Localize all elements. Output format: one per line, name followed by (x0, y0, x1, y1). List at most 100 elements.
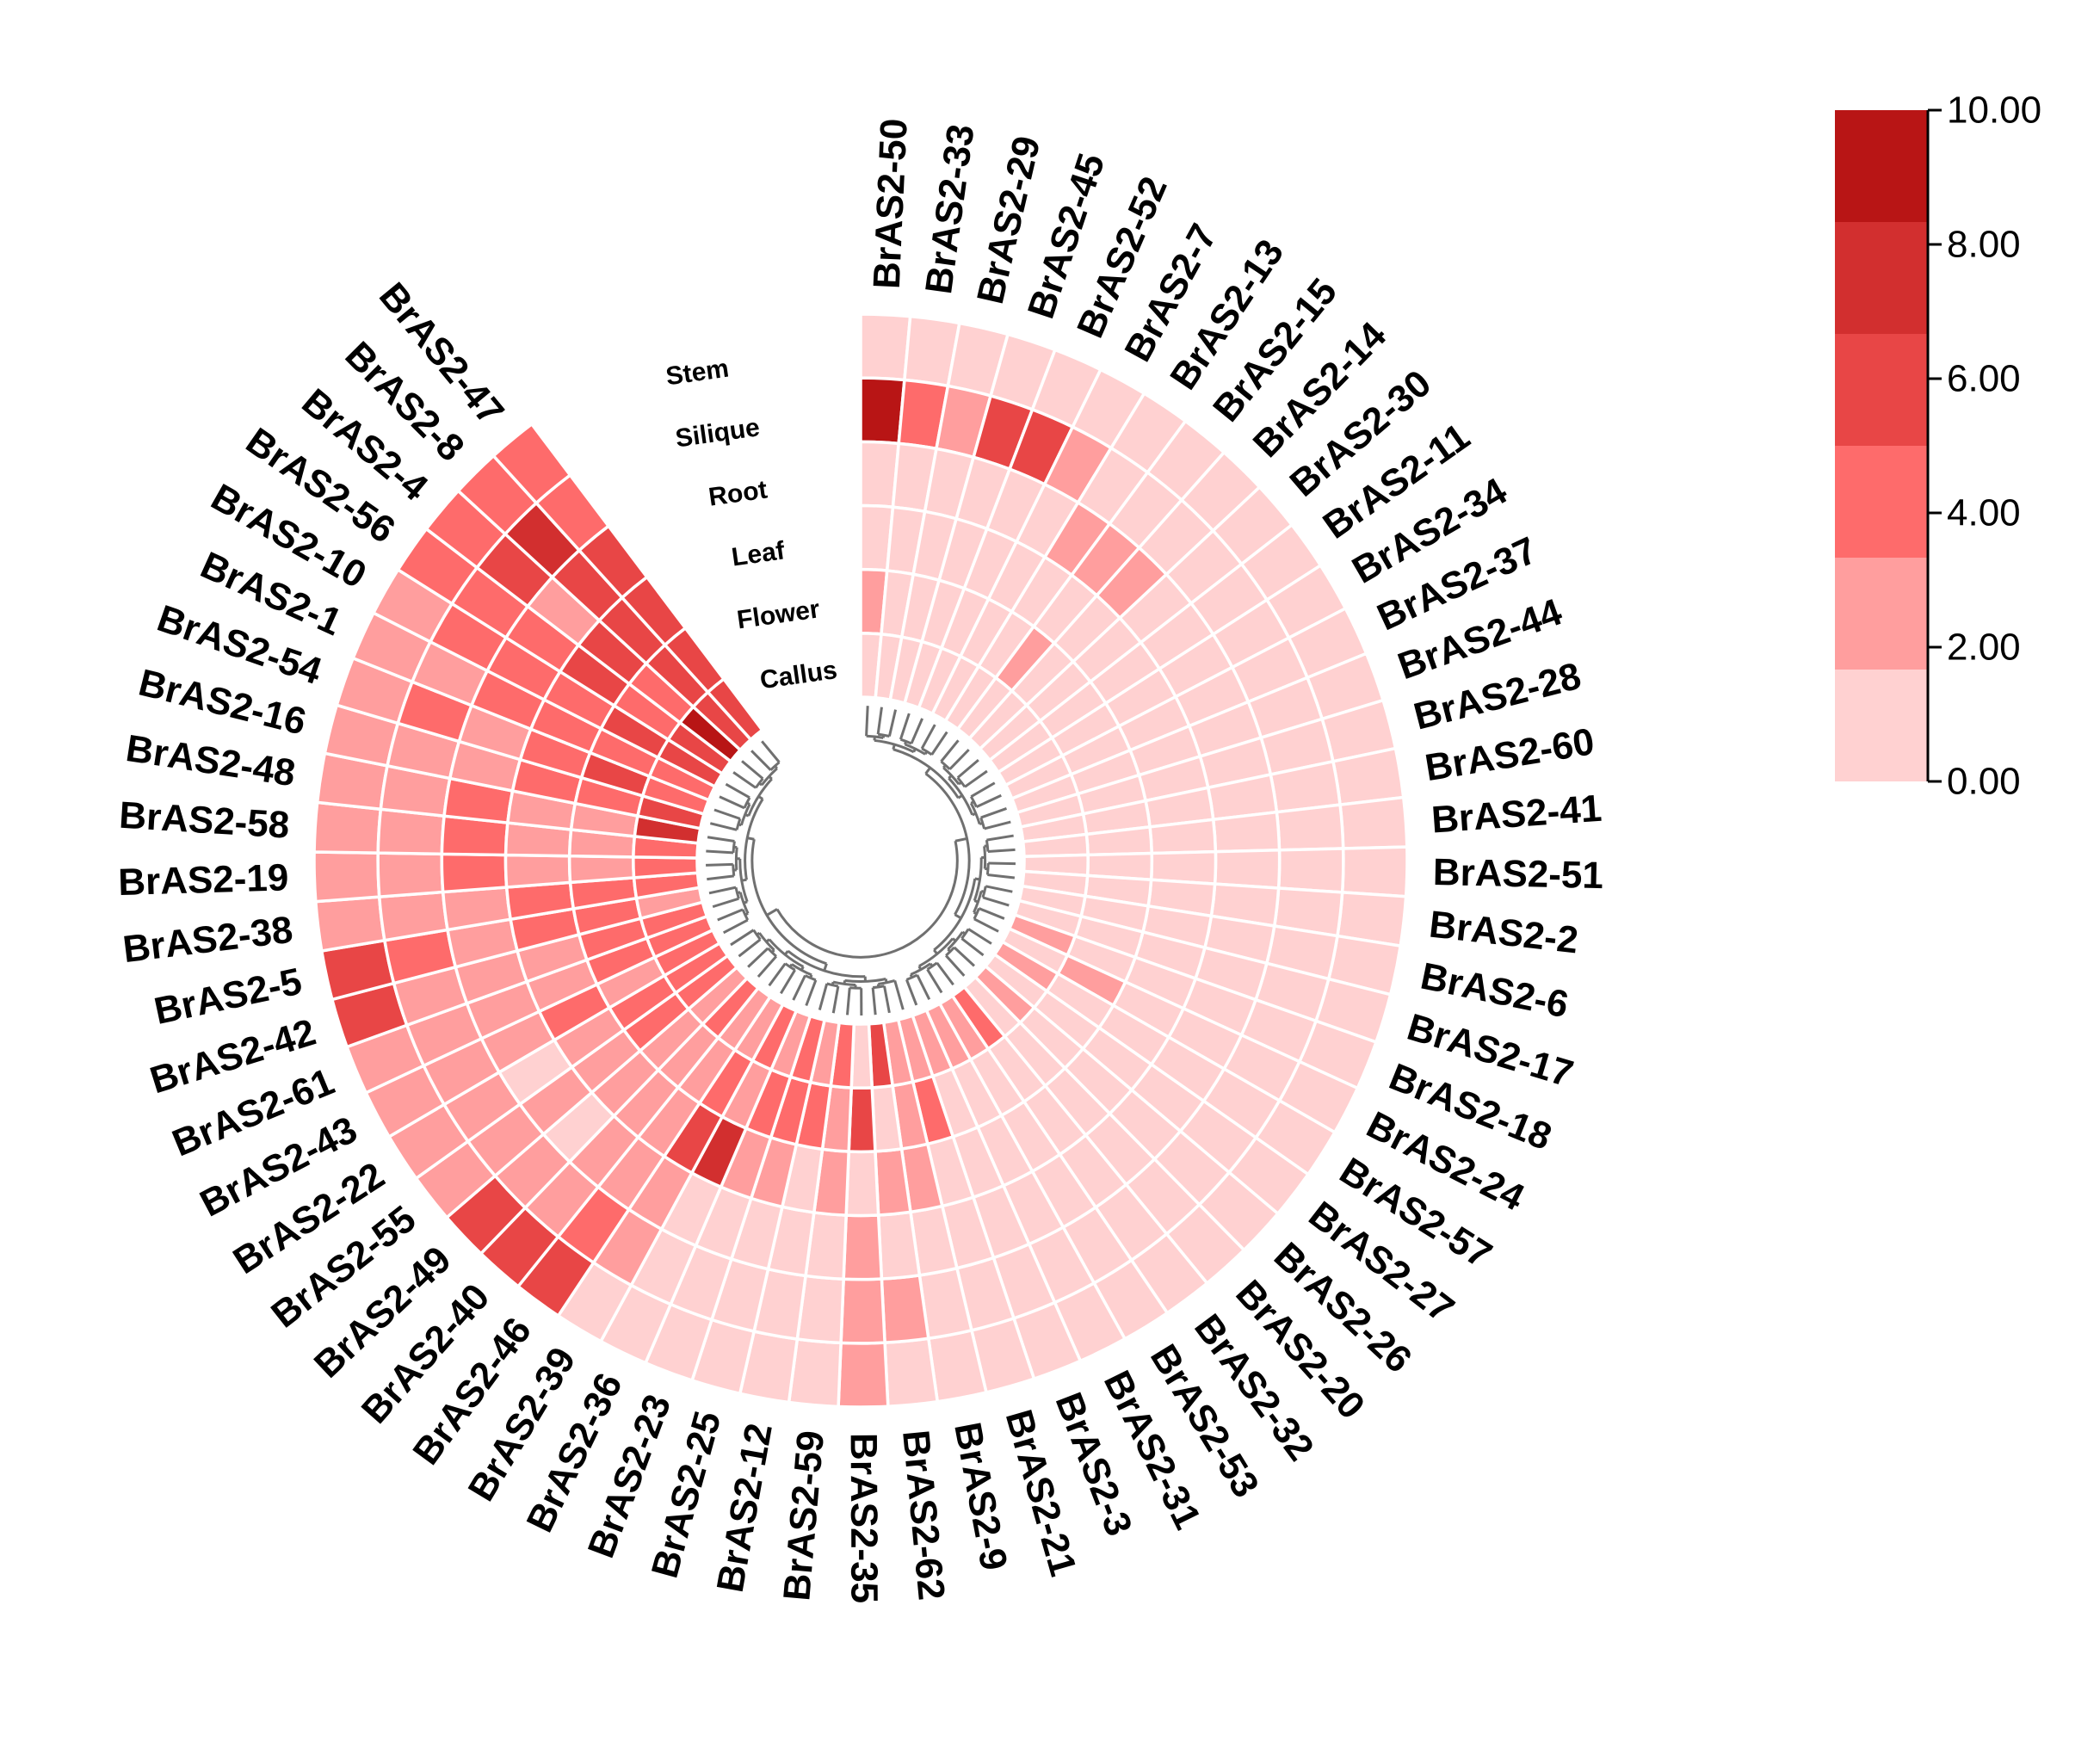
tree-branch (831, 981, 835, 985)
tree-branch (707, 874, 734, 881)
tree-branch (930, 731, 948, 756)
track-label: Silique (674, 413, 762, 453)
tree-branch (747, 947, 769, 968)
tree-branch (709, 822, 738, 831)
tree-branch (768, 962, 787, 987)
tree-branch (756, 931, 761, 936)
heatmap-cell (440, 852, 509, 894)
tree-branch (979, 817, 986, 830)
legend-tick-label: 6.00 (1947, 358, 2021, 400)
tree-branch (954, 836, 967, 843)
tree-branch (738, 823, 742, 827)
tree-branch (975, 793, 1002, 808)
legend-swatch (1835, 222, 1928, 334)
gene-label: BrAS2-19 (118, 856, 289, 904)
tree-branch (921, 747, 933, 756)
track-label: Root (707, 476, 769, 512)
tree-branch (734, 847, 738, 870)
legend-swatch (1835, 446, 1928, 558)
heatmap-cell (837, 1341, 890, 1409)
tree-branch (758, 781, 763, 787)
gene-label: BrAS2-41 (1430, 787, 1603, 842)
tree-branch (732, 771, 757, 789)
tree-branch (723, 918, 749, 935)
tree-branch (936, 961, 954, 986)
tree-branch (706, 862, 733, 867)
heatmap-cell (1275, 803, 1345, 852)
legend-swatch (1835, 110, 1928, 222)
gene-label: BrAS2-51 (1432, 851, 1603, 897)
tree-branch (719, 795, 745, 810)
tree-branch (877, 732, 890, 738)
tree-branch (792, 974, 806, 1001)
tree-branch (973, 857, 983, 902)
tree-branch (912, 748, 917, 753)
gene-label: BrAS2-50 (866, 118, 916, 290)
tree-branch (717, 908, 744, 922)
gene-label: BrAS2-62 (894, 1429, 953, 1602)
tree-branch (737, 891, 741, 895)
tree-branch (725, 782, 750, 799)
tree-branch (774, 765, 778, 769)
tree-branch (904, 743, 926, 756)
tree-branch (945, 946, 955, 957)
tree-branch (757, 795, 764, 800)
legend-tick-label: 8.00 (1947, 224, 2021, 266)
tree-branch (953, 946, 975, 967)
tree-branch (905, 978, 918, 1006)
gene-label: BrAS2-59 (775, 1429, 832, 1602)
heatmap-cell (839, 1277, 886, 1345)
tree-branch (871, 987, 877, 1015)
heatmap-cell (1338, 795, 1409, 850)
tree-branch (985, 839, 990, 852)
track-label: Leaf (730, 536, 788, 571)
heatmap-cell (1276, 847, 1345, 894)
legend-tick-label: 10.00 (1947, 90, 2041, 132)
tree-branch (706, 849, 734, 855)
tree-branch (883, 985, 891, 1014)
tree-branch (960, 928, 970, 940)
tree-branch (758, 932, 775, 952)
gene-label: BrAS2-48 (123, 727, 298, 794)
dendrogram (706, 706, 1016, 1016)
tree-branch (899, 713, 911, 740)
heatmap-cell (844, 1150, 880, 1218)
gene-label: BrAS2-35 (843, 1433, 886, 1603)
tree-branch (769, 761, 781, 771)
tree-branch (947, 948, 952, 953)
tree-branch (970, 795, 978, 808)
legend-swatch (1835, 558, 1928, 670)
tree-branch (987, 848, 1016, 854)
tree-branch (768, 775, 773, 781)
tree-branch (876, 707, 883, 735)
tree-branch (956, 758, 979, 779)
tree-branch (980, 806, 1008, 819)
tree-branch (805, 979, 818, 1007)
tree-branch (970, 800, 975, 805)
heatmap-cells (312, 312, 1409, 1409)
heatmap-cell (859, 312, 912, 382)
tree-branch (741, 760, 764, 780)
heatmap-cell (883, 1336, 940, 1409)
tree-branch (881, 734, 886, 738)
tree-branch (843, 980, 847, 985)
tree-branch (940, 739, 960, 762)
tree-branch (933, 948, 939, 955)
tree-branch (750, 750, 772, 771)
tree-branch (845, 987, 851, 1015)
tree-branch (760, 767, 778, 787)
heatmap-cell (312, 800, 383, 855)
heatmap-cell (1213, 849, 1282, 890)
tree-branch (739, 803, 751, 826)
tree-branch (984, 820, 1011, 830)
tree-branch (920, 724, 936, 750)
tree-branch (960, 937, 985, 957)
tree-branch (988, 861, 1016, 866)
tree-branch (947, 931, 964, 951)
tree-branch (952, 937, 957, 942)
legend-swatch (1835, 670, 1928, 781)
tree-branch (757, 955, 778, 978)
heatmap-cell (313, 895, 386, 953)
track-label: Callus (758, 656, 839, 694)
tree-branch (818, 983, 829, 1010)
